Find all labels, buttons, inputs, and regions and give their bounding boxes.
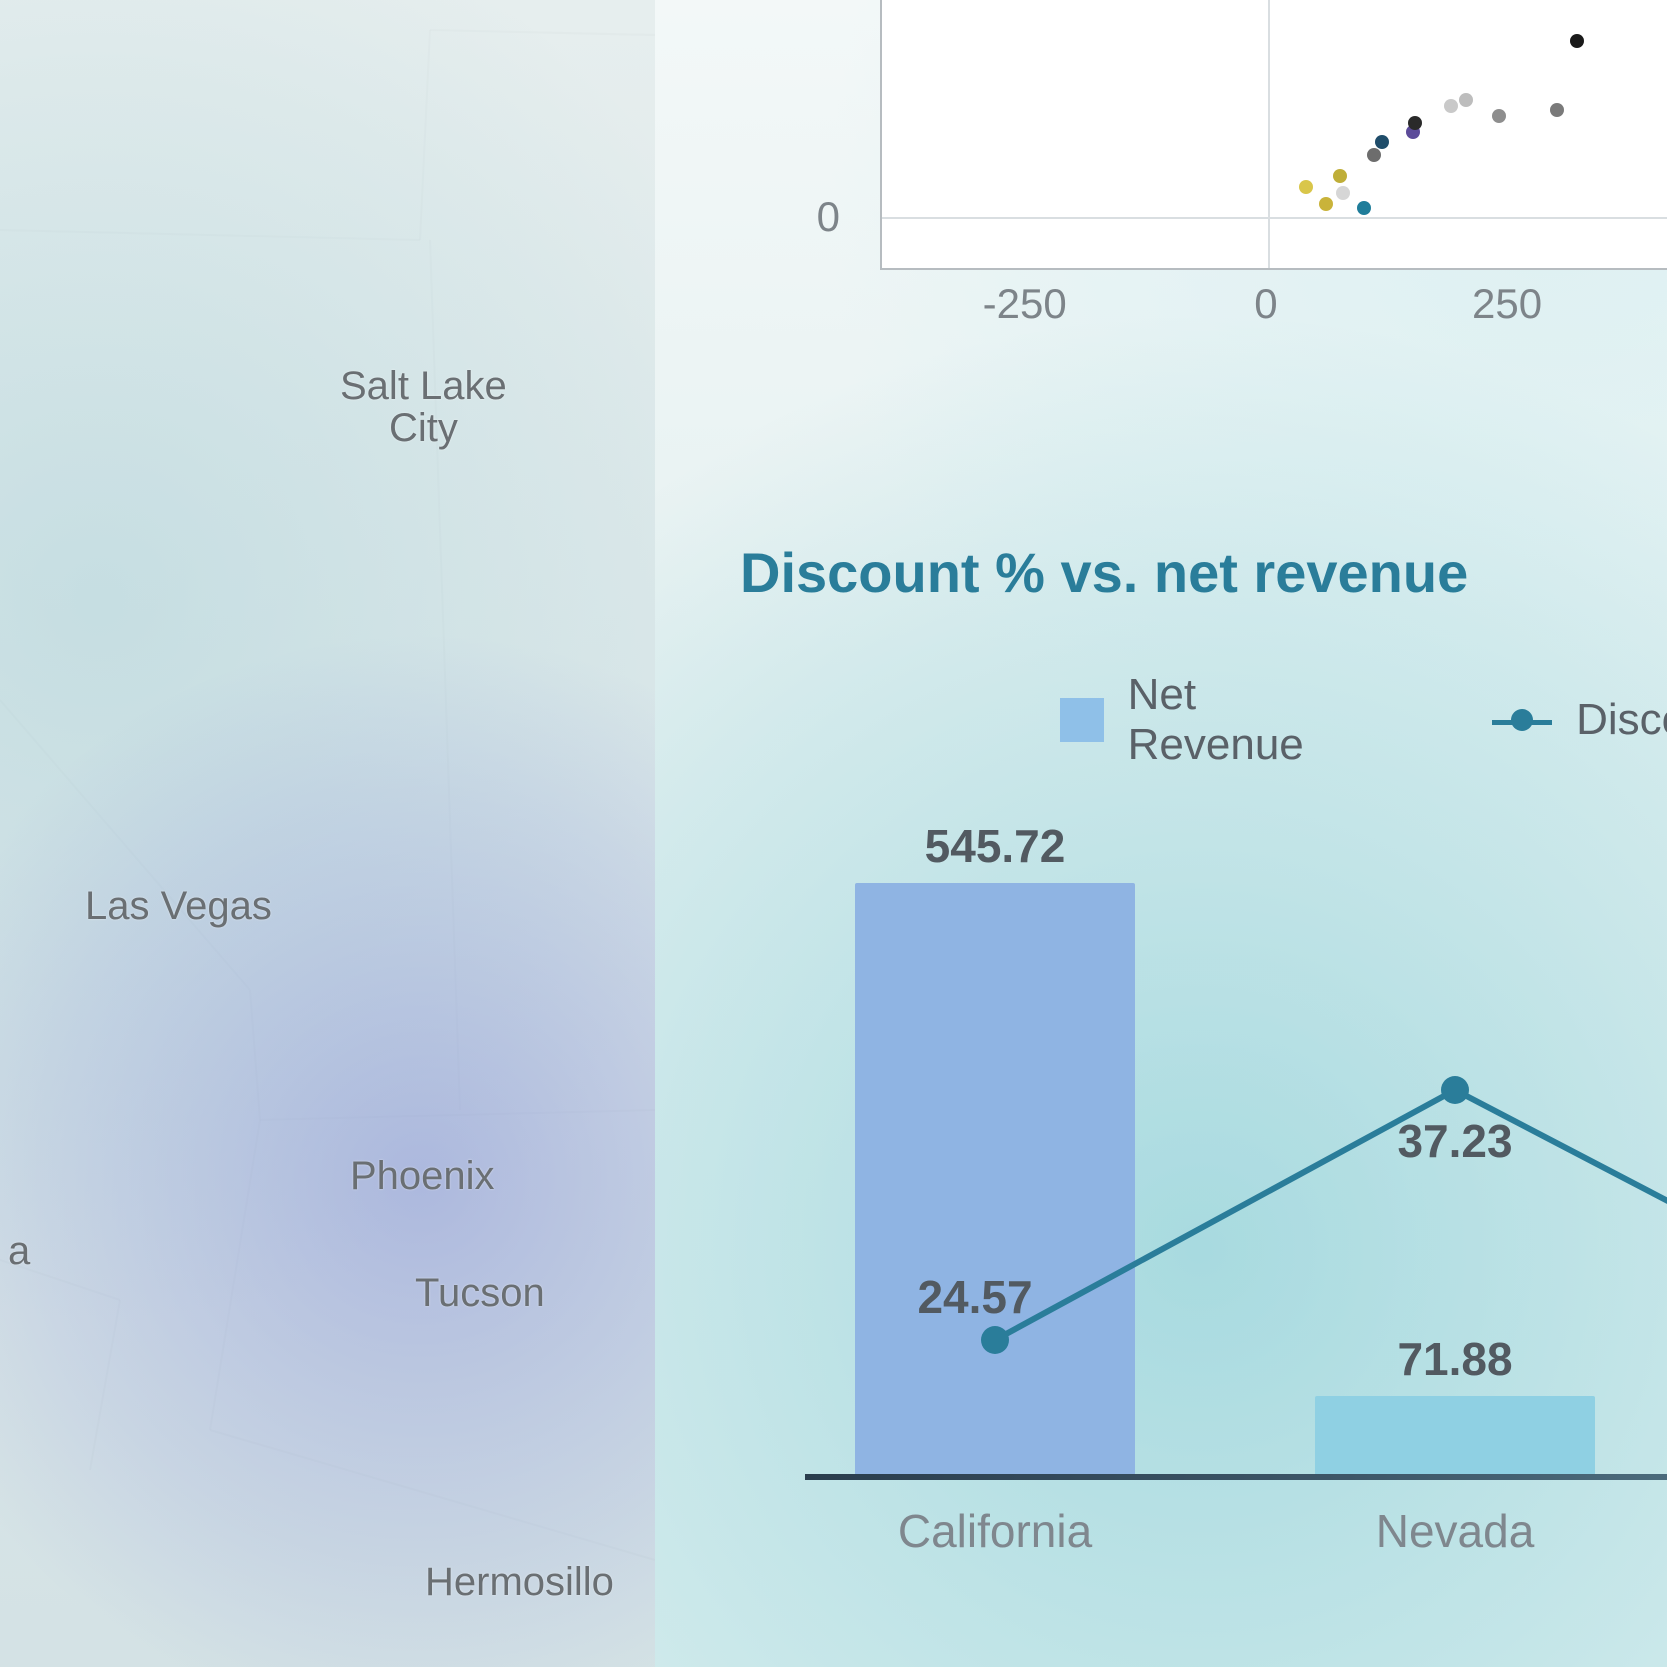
combo-line-point[interactable] bbox=[981, 1326, 1009, 1354]
dashboard-stage: Salt Lake City Las Vegas a Phoenix Tucson Her… bbox=[0, 0, 1667, 1667]
combo-chart-title: Discount % vs. net revenue bbox=[740, 540, 1468, 605]
legend-label-line: Discoun bbox=[1576, 695, 1667, 745]
scatter-point[interactable] bbox=[1570, 34, 1584, 48]
combo-baseline bbox=[805, 1474, 1667, 1480]
scatter-point[interactable] bbox=[1408, 116, 1422, 130]
legend-swatch-line bbox=[1492, 698, 1552, 742]
scatter-point[interactable] bbox=[1492, 109, 1506, 123]
scatter-point[interactable] bbox=[1299, 180, 1313, 194]
scatter-point[interactable] bbox=[1550, 103, 1564, 117]
combo-line bbox=[805, 800, 1667, 1480]
scatter-gridline-y0 bbox=[882, 217, 1667, 219]
scatter-xtick: 250 bbox=[1472, 280, 1542, 328]
map-city-label: a bbox=[8, 1230, 30, 1272]
combo-line-point[interactable] bbox=[1441, 1076, 1469, 1104]
map-city-label: Las Vegas bbox=[85, 885, 272, 927]
map-city-label: Salt Lake City bbox=[340, 365, 507, 449]
scatter-plot-area bbox=[880, 0, 1667, 270]
combo-category-label: California bbox=[898, 1504, 1092, 1558]
scatter-chart[interactable]: 0 -250 0 250 bbox=[700, 0, 1667, 440]
scatter-point[interactable] bbox=[1375, 135, 1389, 149]
scatter-point[interactable] bbox=[1367, 148, 1381, 162]
map-city-label: Hermosillo bbox=[425, 1561, 614, 1603]
legend-label-bar: Net Revenue bbox=[1128, 670, 1343, 770]
combo-line-path bbox=[995, 1090, 1667, 1340]
scatter-point[interactable] bbox=[1459, 93, 1473, 107]
scatter-point[interactable] bbox=[1444, 99, 1458, 113]
scatter-point[interactable] bbox=[1357, 201, 1371, 215]
combo-legend: Net Revenue Discoun bbox=[1060, 670, 1667, 770]
scatter-point[interactable] bbox=[1319, 197, 1333, 211]
combo-line-value: 37.23 bbox=[1397, 1114, 1512, 1168]
map-city-label: Tucson bbox=[415, 1272, 545, 1314]
scatter-ytick: 0 bbox=[700, 193, 840, 241]
map-panel[interactable]: Salt Lake City Las Vegas a Phoenix Tucson Her… bbox=[0, 0, 655, 1667]
scatter-point[interactable] bbox=[1336, 186, 1350, 200]
combo-category-label: Nevada bbox=[1376, 1504, 1535, 1558]
combo-line-value: 24.57 bbox=[917, 1270, 1032, 1324]
scatter-xtick: 0 bbox=[1254, 280, 1277, 328]
scatter-xtick: -250 bbox=[983, 280, 1067, 328]
combo-chart[interactable]: 545.7271.88 24.5737.23 CaliforniaNevada bbox=[805, 800, 1667, 1480]
map-tint bbox=[0, 0, 655, 1667]
legend-swatch-bar bbox=[1060, 698, 1104, 742]
scatter-gridline-x0 bbox=[1268, 0, 1270, 268]
map-city-label: Phoenix bbox=[350, 1155, 495, 1197]
scatter-point[interactable] bbox=[1333, 169, 1347, 183]
